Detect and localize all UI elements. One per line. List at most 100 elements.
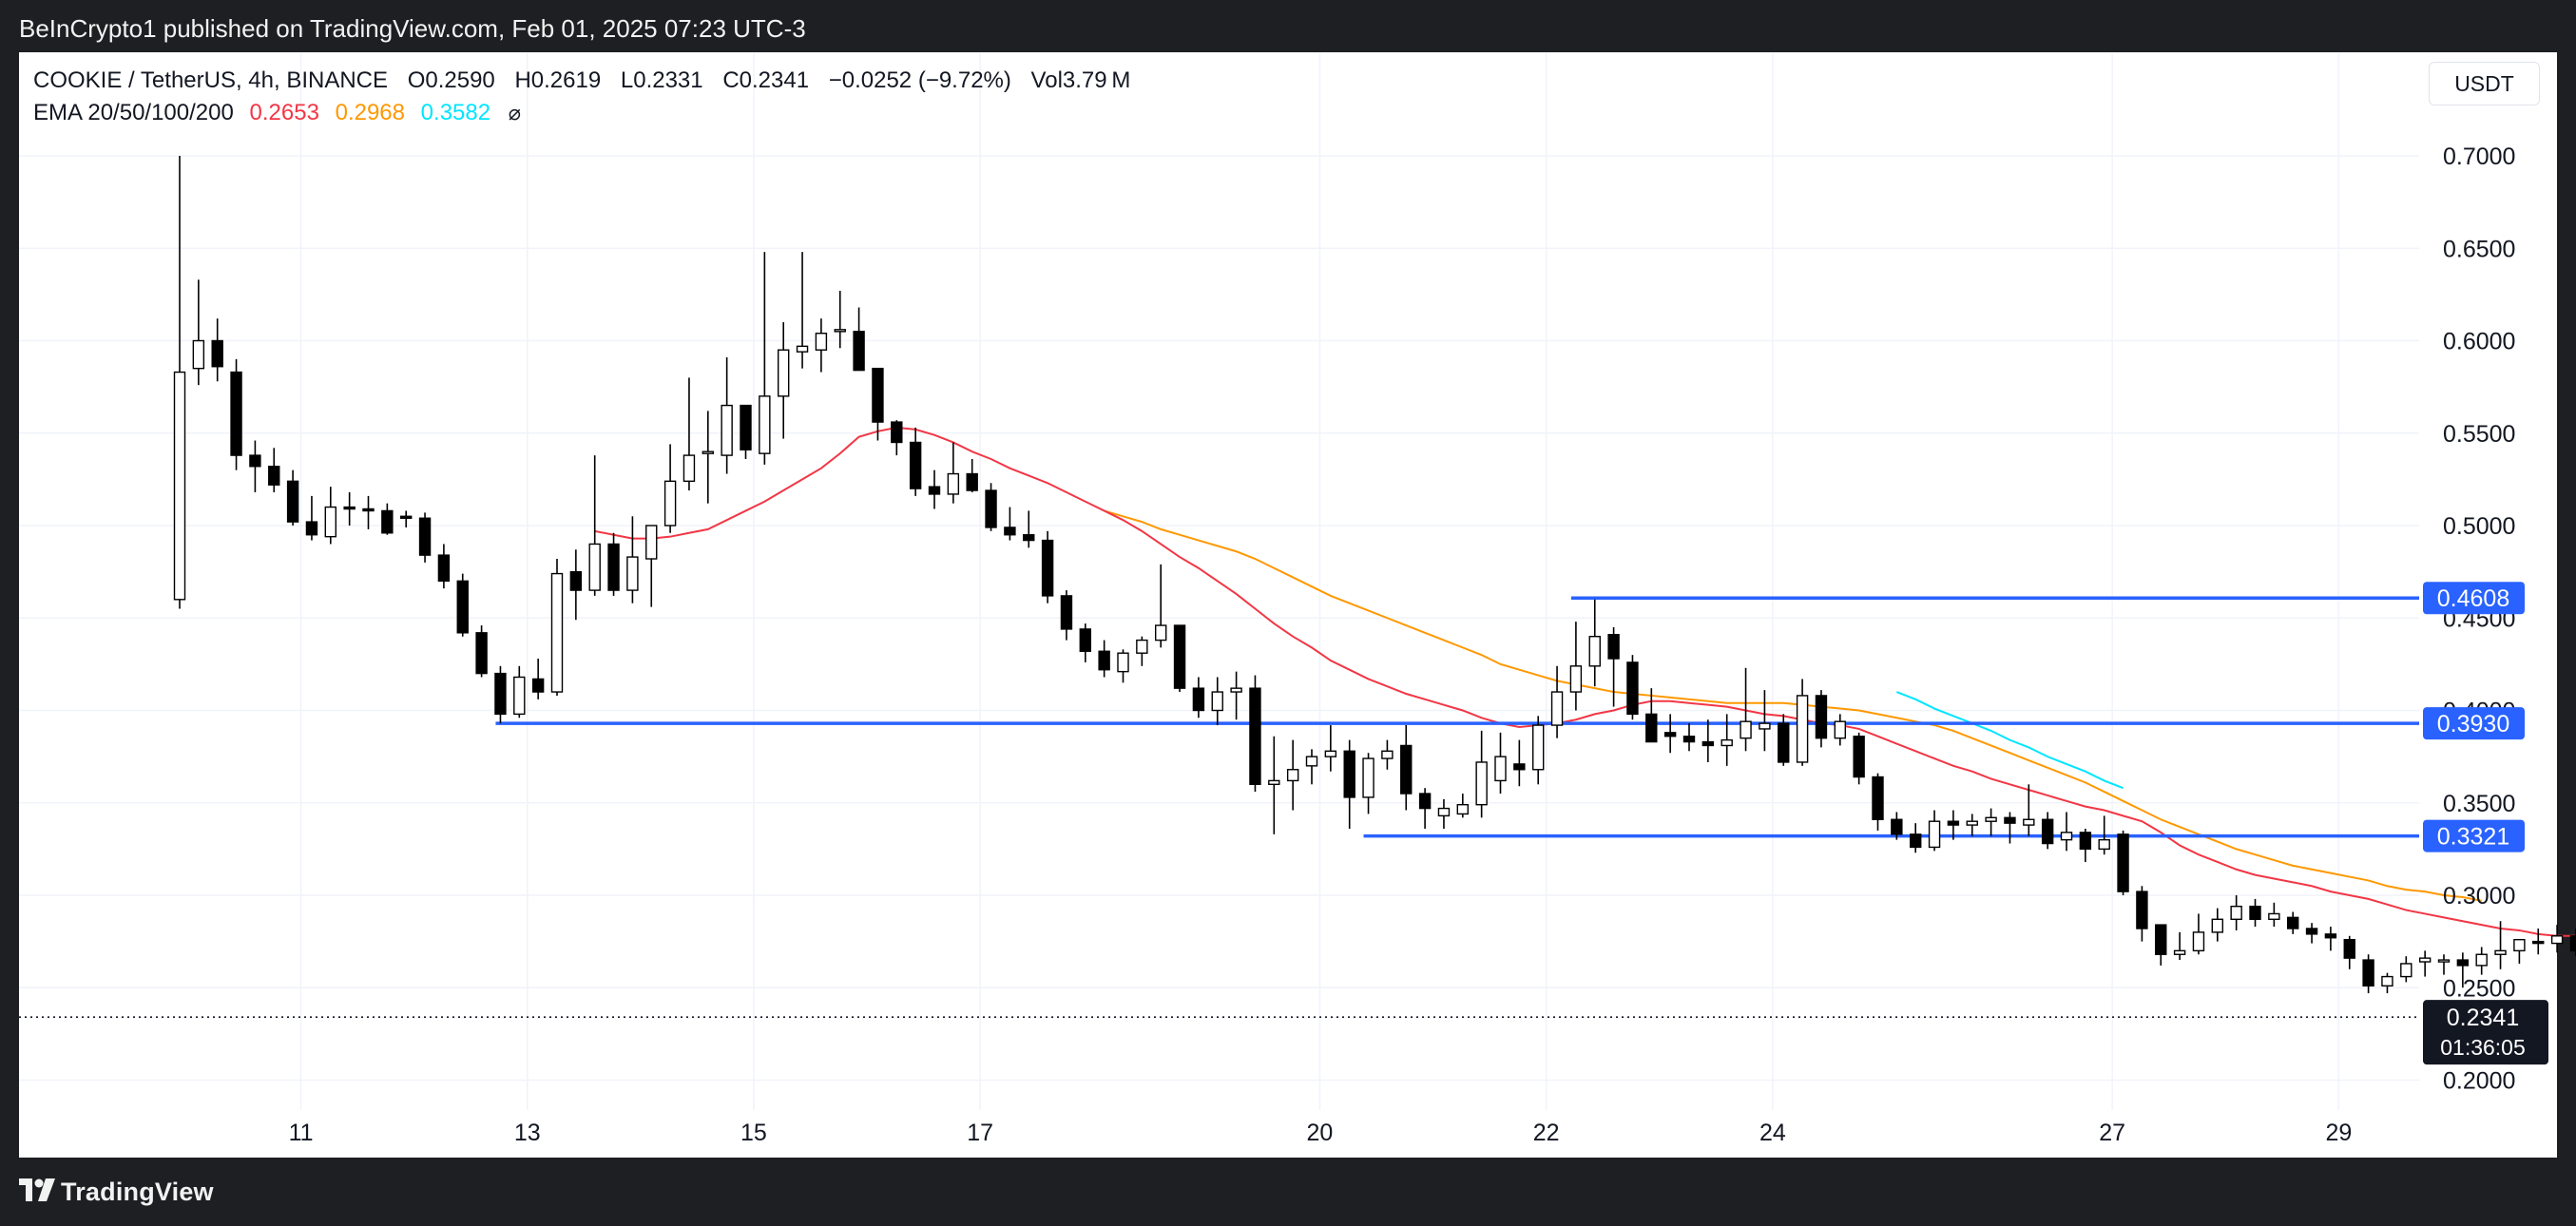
candle <box>230 371 242 456</box>
y-tick-label: 0.3000 <box>2443 883 2515 910</box>
candle <box>1853 736 1865 778</box>
candle <box>1456 803 1470 815</box>
candle <box>1872 776 1884 820</box>
volume-value: Vol3.79 M <box>1030 67 1131 93</box>
candle <box>1154 624 1167 642</box>
candle <box>1060 595 1073 630</box>
ema50-line <box>1104 509 2482 902</box>
x-tick-label: 27 <box>2099 1120 2125 1146</box>
candle <box>2117 833 2129 892</box>
candle <box>2381 975 2393 987</box>
candle <box>1475 761 1488 806</box>
candle <box>569 570 583 591</box>
candle <box>400 515 413 519</box>
candle <box>286 480 299 523</box>
candle <box>1928 820 1941 849</box>
candle <box>1778 722 1790 763</box>
candle <box>1531 724 1545 771</box>
candle <box>815 333 828 351</box>
x-tick-label: 24 <box>1759 1120 1786 1146</box>
candle <box>2155 924 2167 955</box>
candle <box>1173 624 1186 689</box>
candle <box>607 543 620 591</box>
candle <box>211 339 223 368</box>
candle <box>985 489 997 528</box>
high-value: H0.2619 <box>514 67 602 93</box>
y-tick-label: 0.5500 <box>2443 421 2515 448</box>
time-axis[interactable]: 111315172022242729Feb17:00 <box>289 1120 2576 1146</box>
candle <box>192 339 205 370</box>
candle <box>1023 534 1035 542</box>
candle <box>702 450 714 454</box>
x-tick-label: 15 <box>740 1120 767 1146</box>
price-chart[interactable]: 0.70000.65000.60000.55000.50000.45000.40… <box>0 0 2576 1158</box>
footer-brand: TradingView <box>61 1178 214 1206</box>
candle <box>2569 935 2576 952</box>
horizontal-levels[interactable] <box>495 596 2419 838</box>
hide-indicator-icon[interactable]: ⌀ <box>508 101 521 125</box>
candle <box>1607 634 1620 660</box>
candle <box>343 506 356 510</box>
level-price-label: 0.3321 <box>2437 824 2509 851</box>
symbol-label[interactable]: COOKIE / TetherUS, 4h, BINANCE <box>33 67 389 93</box>
candle <box>909 441 922 489</box>
candle <box>418 517 432 556</box>
y-tick-label: 0.5000 <box>2443 513 2515 540</box>
candle <box>2418 957 2432 963</box>
currency-button[interactable]: USDT <box>2429 62 2540 105</box>
candle <box>2004 816 2016 824</box>
candle <box>2023 818 2035 826</box>
candle <box>778 349 790 397</box>
candle <box>2286 916 2299 929</box>
candle <box>1721 738 1733 747</box>
candle <box>645 525 658 560</box>
candle <box>1305 756 1318 767</box>
x-tick-label: 17 <box>967 1120 993 1146</box>
candle <box>1513 763 1526 771</box>
y-tick-label: 0.6500 <box>2443 236 2515 262</box>
candle <box>721 404 733 456</box>
candle <box>1663 732 1677 738</box>
candle <box>1324 750 1337 757</box>
candle <box>1136 639 1148 654</box>
candle <box>1947 820 1960 826</box>
candle <box>1701 740 1715 747</box>
candle <box>1192 687 1205 712</box>
level-price-label-bg <box>2423 582 2525 615</box>
ema-label[interactable]: EMA 20/50/100/200 <box>33 100 234 125</box>
candle <box>1494 756 1507 782</box>
y-tick-label: 0.7000 <box>2443 144 2515 170</box>
candle <box>437 554 451 583</box>
candle <box>381 509 394 534</box>
candle <box>1079 628 1092 652</box>
candle <box>1966 820 1978 826</box>
candle <box>494 672 507 716</box>
candle <box>1117 652 1129 673</box>
chart-frame[interactable] <box>19 52 2557 1158</box>
candle <box>2230 905 2242 920</box>
candle <box>872 367 884 423</box>
y-tick-label: 0.2000 <box>2443 1068 2515 1095</box>
candle <box>928 486 941 495</box>
x-tick-label: 11 <box>289 1120 314 1146</box>
candle <box>475 632 488 675</box>
candle <box>682 454 696 483</box>
candle <box>1249 687 1261 785</box>
candle <box>2305 928 2318 935</box>
price-labels: 0.4608 0.3930 0.3321 0.2341 01:36:05 <box>19 582 2548 1065</box>
candle <box>2513 938 2526 952</box>
candle <box>1626 661 1639 716</box>
tradingview-logo[interactable]: TradingView <box>19 1177 219 1209</box>
candle <box>268 466 280 486</box>
candle <box>249 454 261 468</box>
candle <box>2041 818 2054 845</box>
bar-countdown-label: 01:36:05 <box>2440 1035 2526 1060</box>
candle <box>1759 722 1771 730</box>
candle <box>663 480 677 527</box>
last-price-label: 0.2341 <box>2447 1005 2519 1031</box>
candle <box>1004 527 1016 536</box>
last-price-label-bg <box>2423 1000 2548 1065</box>
y-tick-label: 0.3500 <box>2443 791 2515 817</box>
candle <box>362 508 375 512</box>
candle <box>2532 940 2545 945</box>
